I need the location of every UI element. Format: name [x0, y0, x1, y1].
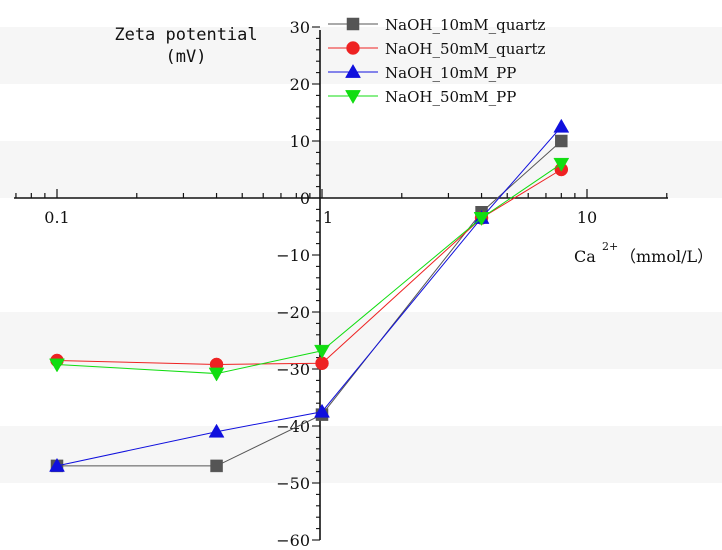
data-point — [555, 134, 568, 148]
series-NaOH_50mM_PP — [49, 157, 570, 382]
y-tick-label: −10 — [276, 246, 310, 265]
x-tick-label: 1 — [323, 208, 333, 227]
data-point — [473, 212, 490, 226]
legend-item: NaOH_10mM_PP — [328, 63, 516, 82]
legend-item: NaOH_50mM_quartz — [328, 40, 546, 58]
data-point — [553, 157, 570, 172]
data-point — [49, 457, 65, 472]
background-band — [0, 27, 722, 84]
x-tick-label: 0.1 — [44, 208, 69, 227]
x-axis-label: Ca 2+ （mmol/L） — [574, 240, 713, 266]
legend-marker — [346, 17, 360, 31]
background-band — [0, 312, 722, 369]
x-tick-label: 10 — [577, 208, 597, 227]
y-axis-label-line1: Zeta potential — [114, 25, 257, 45]
y-tick-label: −60 — [276, 531, 310, 550]
legend-item: NaOH_50mM_PP — [328, 88, 516, 106]
data-point — [208, 423, 225, 438]
data-point — [208, 367, 225, 382]
background-band — [0, 426, 722, 483]
x-axis-ticks: 0.1 1 10 — [15, 189, 668, 227]
legend-marker — [345, 63, 361, 78]
y-axis-label-line2: (mV) — [166, 47, 207, 67]
y-tick-label: −30 — [276, 360, 310, 379]
y-tick-label: 30 — [290, 18, 310, 37]
axes — [14, 30, 668, 540]
data-point — [49, 358, 65, 373]
legend-label: NaOH_10mM_quartz — [385, 16, 546, 34]
legend-label: NaOH_50mM_quartz — [385, 40, 546, 58]
y-tick-label: 10 — [290, 132, 310, 151]
legend-label: NaOH_50mM_PP — [385, 88, 516, 106]
series-layer — [49, 118, 570, 473]
legend: NaOH_10mM_quartz NaOH_50mM_quartz NaOH_10m… — [328, 16, 546, 106]
background-bands — [0, 27, 722, 483]
y-tick-label: −20 — [276, 303, 310, 322]
y-tick-label: 0 — [300, 189, 310, 208]
x-axis-label-unit: （mmol/L） — [620, 247, 713, 266]
y-tick-label: −50 — [276, 474, 310, 493]
legend-item: NaOH_10mM_quartz — [328, 16, 546, 34]
x-axis-label-superscript: 2+ — [602, 240, 618, 253]
series-NaOH_10mM_PP — [49, 118, 570, 472]
y-axis-ticks: 30 20 10 0 −10 −20 −30 −40 −50 −60 — [276, 18, 320, 550]
data-point — [553, 118, 570, 133]
data-point — [314, 344, 330, 359]
x-axis-label-main: Ca — [574, 247, 596, 266]
y-tick-label: 20 — [290, 75, 310, 94]
y-tick-label: −40 — [276, 417, 310, 436]
background-band — [0, 141, 722, 198]
legend-marker — [346, 41, 360, 55]
data-point — [314, 403, 330, 418]
data-point — [210, 459, 223, 473]
legend-marker — [345, 90, 361, 105]
legend-label: NaOH_10mM_PP — [385, 64, 516, 82]
